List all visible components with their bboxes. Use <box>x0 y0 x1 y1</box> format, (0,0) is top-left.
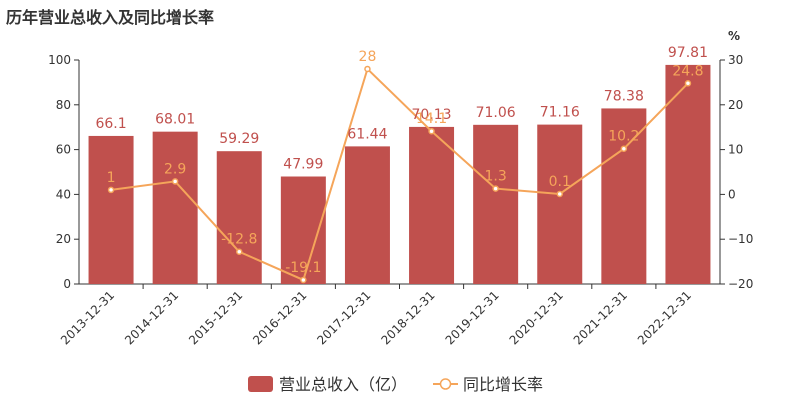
line-value-label: 10.2 <box>608 129 639 145</box>
line-point <box>428 127 435 135</box>
x-tick-label: 2017-12-31 <box>314 288 373 347</box>
bar-value-label: 61.44 <box>347 126 387 142</box>
right-tick-label: 10 <box>728 143 743 157</box>
bar <box>409 126 455 284</box>
right-tick-label: 0 <box>728 187 736 201</box>
line-value-label: 2.9 <box>164 161 186 177</box>
bar-series <box>88 64 711 285</box>
bar-value-label: 47.99 <box>283 157 323 173</box>
left-tick-label: 40 <box>56 187 71 201</box>
bar <box>473 124 519 285</box>
legend-line-label: 同比增长率 <box>463 375 543 394</box>
x-tick-label: 2013-12-31 <box>58 288 117 347</box>
bar-value-label: 68.01 <box>155 112 195 128</box>
right-tick-label: −10 <box>728 232 753 246</box>
bar <box>344 146 390 284</box>
left-tick-label: 20 <box>56 232 71 246</box>
bar <box>88 135 134 284</box>
data-labels: 66.1 68.01 59.29 47.99 61.44 70.13 71.06 71.16 7… <box>95 45 708 276</box>
bar-value-label: 78.38 <box>604 88 644 104</box>
right-tick-label: −20 <box>728 277 753 291</box>
bar <box>665 64 711 284</box>
bar-value-label: 71.16 <box>540 105 580 121</box>
line-point <box>236 248 243 255</box>
bar <box>537 124 583 285</box>
legend-bar-swatch <box>248 376 273 392</box>
right-tick-label: 20 <box>728 98 743 112</box>
line-value-label: 0.1 <box>549 174 571 190</box>
line-series <box>107 65 692 284</box>
x-tick-label: 2022-12-31 <box>635 288 694 347</box>
line-value-label: -12.8 <box>221 232 257 248</box>
line-point <box>620 145 628 152</box>
x-tick-label: 2018-12-31 <box>378 288 437 347</box>
bar-value-label: 59.29 <box>219 131 259 147</box>
left-tick-label: 80 <box>56 98 71 112</box>
chart-title: 历年营业总收入及同比增长率 <box>6 8 215 27</box>
bar-value-label: 71.06 <box>476 105 516 121</box>
x-tick-label: 2020-12-31 <box>507 288 566 347</box>
line-point <box>171 178 179 185</box>
line-point <box>364 65 371 73</box>
line-value-label: 24.8 <box>672 63 703 79</box>
line-value-label: 1 <box>107 170 116 186</box>
bar-value-label: 66.1 <box>95 116 126 132</box>
left-tick-label: 60 <box>56 143 71 157</box>
x-tick-label: 2021-12-31 <box>571 288 630 347</box>
line-point <box>107 186 115 194</box>
line-value-label: 14.1 <box>416 111 447 127</box>
line-point <box>300 276 307 284</box>
x-tick-label: 2019-12-31 <box>443 288 502 347</box>
line-value-label: 28 <box>359 49 377 65</box>
x-tick-label: 2015-12-31 <box>186 288 245 347</box>
line-point <box>684 80 692 87</box>
left-tick-label: 0 <box>63 277 71 291</box>
line-value-label: 1.3 <box>485 169 507 185</box>
left-tick-label: 100 <box>48 53 71 67</box>
line-point <box>492 185 499 192</box>
x-tick-label: 2016-12-31 <box>250 288 309 347</box>
legend-line-marker <box>439 378 452 390</box>
bar <box>216 151 262 284</box>
legend-bar-label: 营业总收入（亿） <box>279 375 407 394</box>
legend: 营业总收入（亿） 同比增长率 <box>248 375 543 394</box>
bar-value-label: 70.13 <box>412 107 452 123</box>
bar <box>152 131 198 284</box>
right-tick-label: 30 <box>728 53 743 67</box>
right-axis-unit: % <box>728 29 740 43</box>
line-value-label: -19.1 <box>285 260 321 276</box>
line-point <box>556 190 563 198</box>
growth-line <box>110 67 689 282</box>
bar-value-label: 97.81 <box>668 45 708 61</box>
x-tick-label: 2014-12-31 <box>122 288 181 347</box>
bar <box>601 108 647 284</box>
